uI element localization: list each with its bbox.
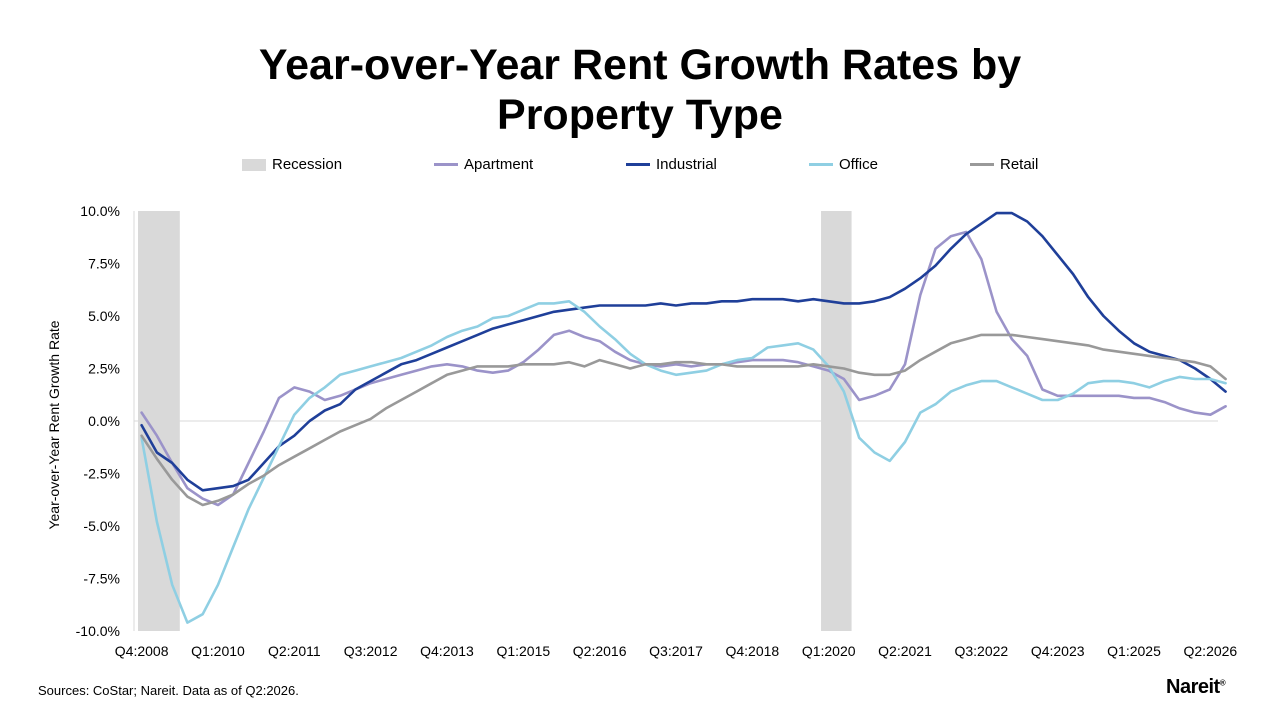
- legend-item-office: Office: [809, 156, 878, 173]
- x-tick-label: Q1:2025: [1107, 643, 1161, 659]
- series-line-office: [140, 299, 1227, 624]
- x-tick-label: Q1:2015: [496, 643, 550, 659]
- series-line-apartment: [140, 230, 1227, 507]
- series-line-retail: [140, 333, 1227, 507]
- chart-title-line-1: Year-over-Year Rent Growth Rates by: [258, 41, 1022, 89]
- legend-item-apartment: Apartment: [434, 156, 533, 173]
- y-axis-title: Year-over-Year Rent Growth Rate: [46, 320, 62, 529]
- legend-label-apartment: Apartment: [464, 156, 534, 173]
- x-tick-label: Q2:2016: [573, 643, 627, 659]
- legend-swatch-apartment: [434, 163, 458, 166]
- x-tick-label: Q2:2011: [268, 643, 321, 659]
- y-tick-label: 7.5%: [88, 256, 120, 272]
- legend: Recession Apartment Industrial Office Re…: [0, 156, 1280, 176]
- y-tick-label: -5.0%: [83, 518, 120, 534]
- x-tick-label: Q3:2012: [344, 643, 398, 659]
- y-tick-label: 10.0%: [80, 203, 120, 219]
- x-tick-label: Q3:2017: [649, 643, 703, 659]
- y-tick-label: 5.0%: [88, 308, 120, 324]
- x-tick-label: Q4:2023: [1031, 643, 1085, 659]
- legend-swatch-recession: [242, 158, 266, 171]
- series-line-industrial: [140, 211, 1227, 492]
- legend-item-recession: Recession: [242, 156, 342, 173]
- y-tick-label: -7.5%: [83, 571, 120, 587]
- y-tick-label: 0.0%: [88, 413, 120, 429]
- legend-label-office: Office: [839, 156, 878, 173]
- source-note: Sources: CoStar; Nareit. Data as of Q2:2…: [38, 683, 299, 698]
- legend-swatch-retail: [970, 163, 994, 166]
- legend-item-retail: Retail: [970, 156, 1038, 173]
- x-tick-label: Q4:2018: [725, 643, 779, 659]
- nareit-logo: Nareit®: [1166, 676, 1226, 699]
- chart-title: Year-over-Year Rent Growth Rates by Prop…: [0, 40, 1280, 140]
- y-tick-label: 2.5%: [88, 361, 120, 377]
- legend-item-industrial: Industrial: [626, 156, 717, 173]
- x-tick-label: Q1:2020: [802, 643, 856, 659]
- x-tick-label: Q4:2008: [115, 643, 169, 659]
- legend-swatch-industrial: [626, 163, 650, 166]
- x-tick-label: Q1:2010: [191, 643, 245, 659]
- x-tick-label: Q3:2022: [954, 643, 1008, 659]
- x-tick-label: Q2:2021: [878, 643, 932, 659]
- legend-label-industrial: Industrial: [656, 156, 717, 173]
- chart-title-line-2: Property Type: [497, 91, 783, 139]
- legend-label-retail: Retail: [1000, 156, 1039, 173]
- x-tick-label: Q2:2026: [1184, 643, 1238, 659]
- legend-swatch-office: [809, 163, 833, 166]
- logo-registered-mark: ®: [1219, 678, 1226, 688]
- y-tick-label: -10.0%: [76, 623, 120, 639]
- logo-text: Nareit: [1166, 676, 1220, 698]
- legend-label-recession: Recession: [272, 156, 343, 173]
- x-tick-label: Q4:2013: [420, 643, 474, 659]
- y-tick-label: -2.5%: [83, 466, 120, 482]
